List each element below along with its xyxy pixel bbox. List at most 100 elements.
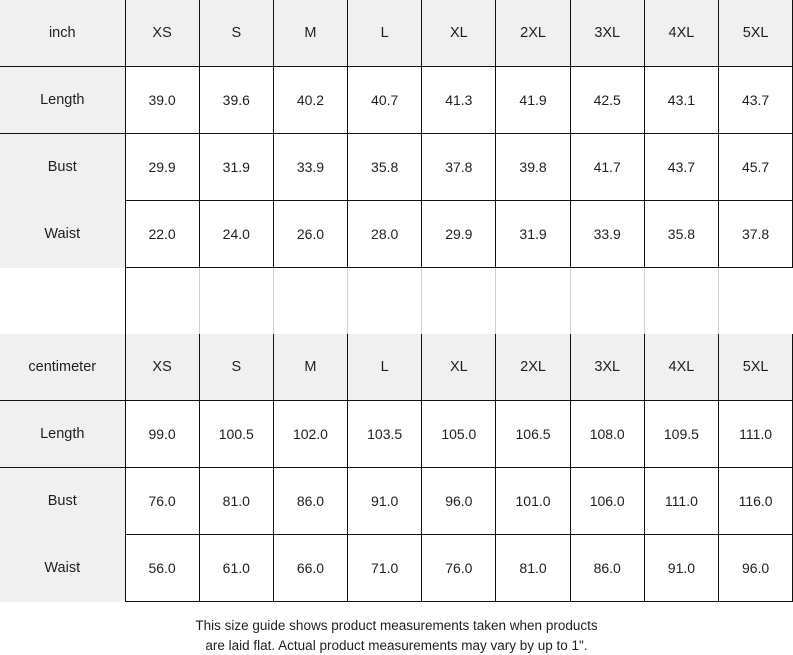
cell-waist-5xl: 96.0	[718, 534, 793, 602]
table-row-waist-centimeter: Waist 56.0 61.0 66.0 71.0 76.0 81.0 86.0…	[0, 534, 793, 602]
spacer-cell	[199, 268, 274, 334]
size-header-xs: XS	[125, 0, 200, 67]
cell-length-4xl: 109.5	[644, 400, 720, 468]
cell-waist-xs: 22.0	[125, 200, 200, 268]
cell-waist-5xl: 37.8	[718, 200, 793, 268]
cell-length-l: 103.5	[347, 400, 423, 468]
cell-waist-4xl: 91.0	[644, 534, 720, 602]
cell-waist-3xl: 33.9	[570, 200, 645, 268]
cell-waist-xs: 56.0	[125, 534, 200, 602]
size-header-3xl: 3XL	[570, 0, 645, 67]
cell-bust-s: 81.0	[199, 467, 274, 535]
cell-length-xs: 99.0	[125, 400, 200, 468]
size-header-s: S	[199, 334, 274, 401]
spacer-cell	[273, 268, 349, 334]
cell-length-xl: 41.3	[421, 66, 497, 134]
size-guide-footer-note: This size guide shows product measuremen…	[0, 602, 793, 655]
cell-waist-3xl: 86.0	[570, 534, 645, 602]
table-spacer-band	[0, 268, 793, 334]
row-label-waist: Waist	[0, 200, 126, 268]
footer-note-line-1: This size guide shows product measuremen…	[195, 618, 598, 633]
size-header-2xl: 2XL	[495, 334, 571, 401]
size-table-centimeter: centimeter XS S M L XL 2XL 3XL 4XL 5XL L…	[0, 334, 793, 602]
size-header-l: L	[347, 0, 423, 67]
table-row-length-inch: Length 39.0 39.6 40.2 40.7 41.3 41.9 42.…	[0, 66, 793, 134]
cell-length-l: 40.7	[347, 66, 423, 134]
size-header-l: L	[347, 334, 423, 401]
cell-length-4xl: 43.1	[644, 66, 720, 134]
cell-waist-s: 61.0	[199, 534, 274, 602]
cell-length-3xl: 42.5	[570, 66, 645, 134]
cell-bust-2xl: 39.8	[495, 133, 571, 201]
cell-length-5xl: 43.7	[718, 66, 793, 134]
cell-waist-m: 66.0	[273, 534, 349, 602]
cell-length-m: 102.0	[273, 400, 349, 468]
size-header-xl: XL	[421, 334, 497, 401]
cell-waist-2xl: 81.0	[495, 534, 571, 602]
cell-bust-s: 31.9	[199, 133, 274, 201]
cell-waist-xl: 29.9	[421, 200, 497, 268]
table-header-row-inch: inch XS S M L XL 2XL 3XL 4XL 5XL	[0, 0, 793, 67]
cell-bust-4xl: 111.0	[644, 467, 720, 535]
row-label-length: Length	[0, 66, 126, 134]
cell-length-5xl: 111.0	[718, 400, 793, 468]
size-header-xs: XS	[125, 334, 200, 401]
unit-label-centimeter: centimeter	[0, 334, 126, 401]
size-header-2xl: 2XL	[495, 0, 571, 67]
spacer-cell	[347, 268, 423, 334]
size-header-5xl: 5XL	[718, 0, 793, 67]
cell-bust-m: 86.0	[273, 467, 349, 535]
cell-bust-5xl: 45.7	[718, 133, 793, 201]
size-header-m: M	[273, 0, 349, 67]
cell-waist-l: 71.0	[347, 534, 423, 602]
size-header-s: S	[199, 0, 274, 67]
size-header-3xl: 3XL	[570, 334, 645, 401]
cell-bust-xl: 96.0	[421, 467, 497, 535]
table-row-bust-inch: Bust 29.9 31.9 33.9 35.8 37.8 39.8 41.7 …	[0, 133, 793, 201]
cell-waist-m: 26.0	[273, 200, 349, 268]
cell-length-xl: 105.0	[421, 400, 497, 468]
size-header-xl: XL	[421, 0, 497, 67]
size-header-4xl: 4XL	[644, 0, 720, 67]
cell-bust-m: 33.9	[273, 133, 349, 201]
cell-bust-xs: 76.0	[125, 467, 200, 535]
spacer-cell	[495, 268, 571, 334]
cell-bust-2xl: 101.0	[495, 467, 571, 535]
spacer-cell	[570, 268, 645, 334]
spacer-cell	[421, 268, 497, 334]
footer-note-line-2: are laid flat. Actual product measuremen…	[205, 637, 588, 653]
cell-length-s: 100.5	[199, 400, 274, 468]
cell-bust-3xl: 106.0	[570, 467, 645, 535]
cell-length-xs: 39.0	[125, 66, 200, 134]
cell-waist-l: 28.0	[347, 200, 423, 268]
cell-bust-4xl: 43.7	[644, 133, 720, 201]
cell-waist-2xl: 31.9	[495, 200, 571, 268]
cell-bust-5xl: 116.0	[718, 467, 793, 535]
table-row-bust-centimeter: Bust 76.0 81.0 86.0 91.0 96.0 101.0 106.…	[0, 467, 793, 535]
table-header-row-centimeter: centimeter XS S M L XL 2XL 3XL 4XL 5XL	[0, 334, 793, 401]
spacer-row	[0, 268, 793, 334]
cell-bust-3xl: 41.7	[570, 133, 645, 201]
cell-bust-l: 91.0	[347, 467, 423, 535]
table-row-length-centimeter: Length 99.0 100.5 102.0 103.5 105.0 106.…	[0, 400, 793, 468]
row-label-bust: Bust	[0, 133, 126, 201]
row-label-bust: Bust	[0, 467, 126, 535]
spacer-cell	[125, 268, 200, 334]
spacer-label-cell	[0, 268, 126, 334]
cell-length-2xl: 41.9	[495, 66, 571, 134]
cell-bust-xs: 29.9	[125, 133, 200, 201]
cell-waist-4xl: 35.8	[644, 200, 720, 268]
spacer-cell	[718, 268, 793, 334]
cell-bust-xl: 37.8	[421, 133, 497, 201]
cell-bust-l: 35.8	[347, 133, 423, 201]
cell-waist-s: 24.0	[199, 200, 274, 268]
row-label-waist: Waist	[0, 534, 126, 602]
size-header-4xl: 4XL	[644, 334, 720, 401]
size-header-5xl: 5XL	[718, 334, 793, 401]
row-label-length: Length	[0, 400, 126, 468]
cell-length-2xl: 106.5	[495, 400, 571, 468]
cell-length-3xl: 108.0	[570, 400, 645, 468]
cell-waist-xl: 76.0	[421, 534, 497, 602]
spacer-cell	[644, 268, 720, 334]
